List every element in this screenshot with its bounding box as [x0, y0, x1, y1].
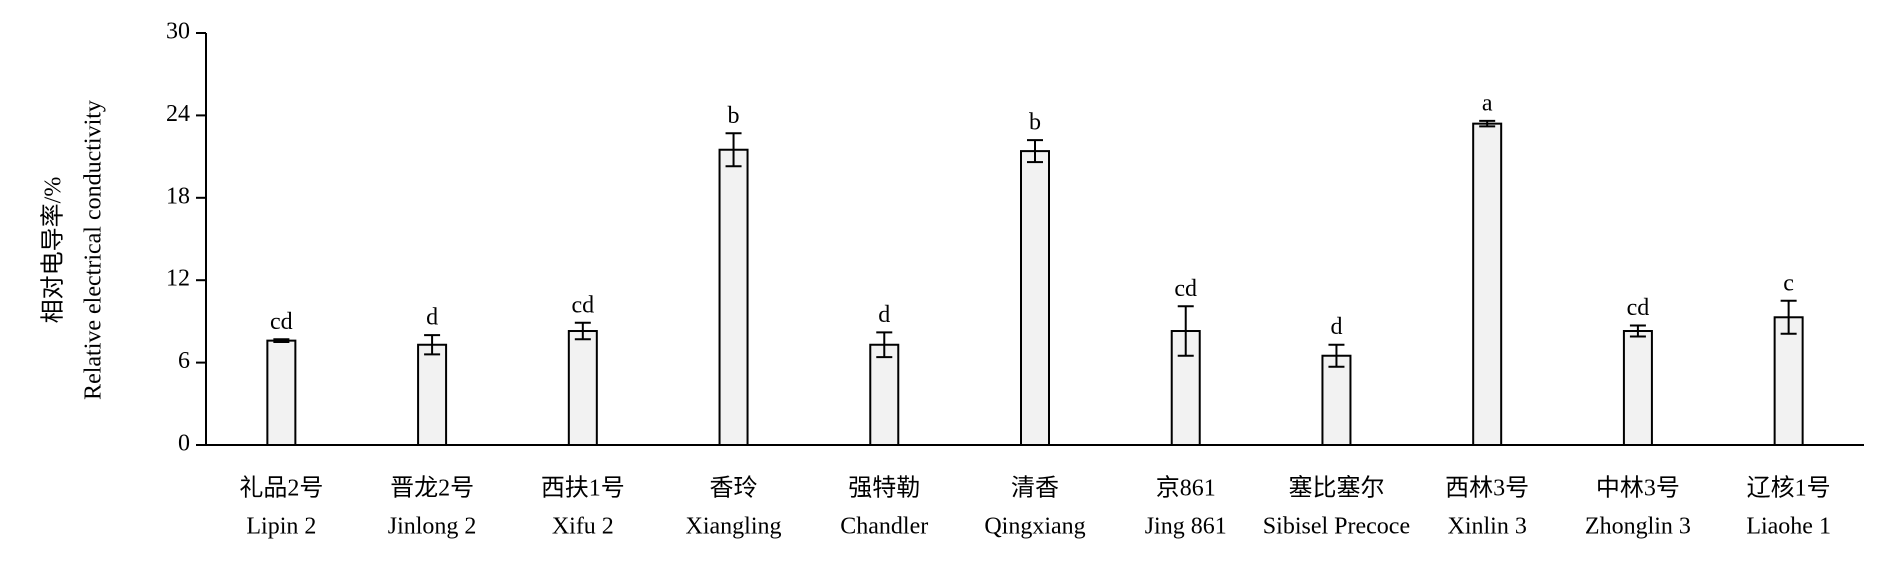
bar	[1321, 354, 1352, 447]
x-tick-label: 强特勒	[848, 475, 920, 502]
y-axis-label: Relative electrical conductivity	[81, 100, 107, 400]
y-axis-label: 相对电导率/%	[40, 177, 67, 324]
bar	[869, 343, 900, 447]
x-tick-label-en: Sibisel Precoce	[1263, 514, 1410, 540]
x-tick-label-en: Xinlin 3	[1448, 514, 1527, 540]
y-tick-label: 24	[166, 101, 190, 127]
significance-letter: c	[1783, 270, 1794, 296]
x-tick-label-en: Qingxiang	[984, 514, 1085, 540]
bar	[417, 343, 448, 447]
significance-letter: cd	[571, 292, 594, 318]
y-tick-label: 30	[166, 19, 190, 45]
x-tick-label-en: Liaohe 1	[1746, 514, 1831, 540]
significance-letter: d	[878, 302, 890, 328]
bar	[266, 339, 297, 447]
bar	[567, 330, 598, 446]
significance-letter: cd	[1174, 276, 1197, 302]
x-tick-label-en: Jinlong 2	[388, 514, 477, 540]
y-tick-label: 18	[166, 183, 190, 209]
x-tick-label: 礼品2号	[239, 475, 323, 502]
y-tick-label: 0	[178, 431, 190, 457]
x-tick-label: 香玲	[710, 475, 758, 502]
x-tick-label-en: Xiangling	[686, 514, 782, 540]
significance-letter: cd	[270, 309, 293, 335]
significance-letter: a	[1482, 90, 1493, 116]
x-tick-label-en: Zhonglin 3	[1585, 514, 1691, 540]
bar	[718, 148, 749, 446]
x-tick-label: 塞比塞尔	[1288, 475, 1384, 502]
x-tick-label: 西林3号	[1445, 475, 1529, 502]
significance-letter: d	[1330, 314, 1342, 340]
x-tick-label: 清香	[1011, 475, 1059, 502]
significance-letter: b	[1029, 110, 1041, 136]
bar	[1622, 330, 1653, 446]
x-tick-label: 京861	[1156, 475, 1216, 502]
bar	[1020, 150, 1050, 447]
x-tick-label-en: Xifu 2	[552, 514, 614, 540]
x-tick-label-en: Lipin 2	[246, 514, 316, 540]
x-tick-label-en: Chandler	[840, 514, 928, 540]
x-tick-label: 晋龙2号	[390, 475, 474, 502]
x-tick-label: 辽核1号	[1747, 475, 1831, 502]
bar	[1472, 122, 1503, 446]
y-tick-label: 12	[166, 266, 190, 292]
significance-letter: b	[728, 103, 740, 129]
significance-letter: cd	[1627, 295, 1650, 321]
x-tick-label: 中林3号	[1596, 475, 1680, 502]
significance-letter: d	[426, 305, 438, 331]
x-tick-label-en: Jing 861	[1145, 514, 1227, 540]
x-tick-label: 西扶1号	[541, 475, 625, 502]
bar	[1773, 316, 1804, 446]
y-tick-label: 6	[178, 348, 190, 374]
